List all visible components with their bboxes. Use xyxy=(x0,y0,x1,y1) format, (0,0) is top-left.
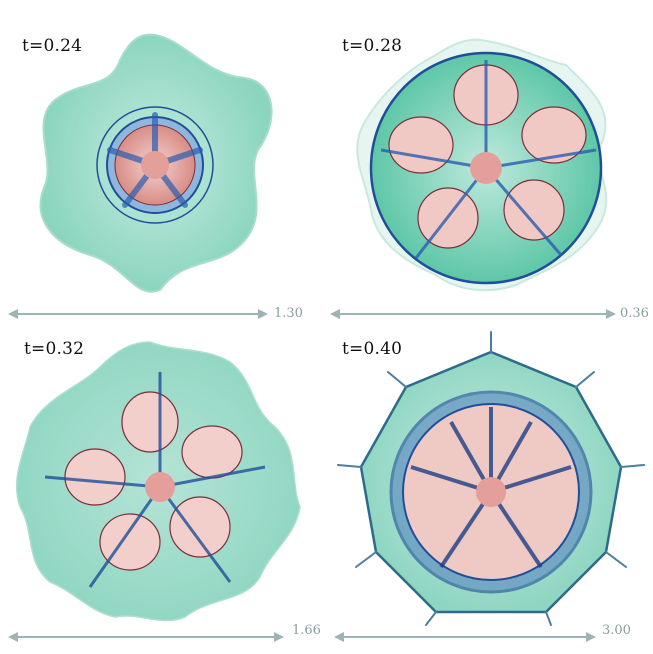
scale-bar: 1.30 xyxy=(8,306,308,322)
time-label: t=0.28 xyxy=(342,36,403,56)
simulation-image-t024 xyxy=(39,33,273,293)
scale-bar: 1.66 xyxy=(8,623,324,645)
scale-value: 1.30 xyxy=(274,306,303,321)
scale-bar: 0.36 xyxy=(330,306,649,322)
scale-value: 0.36 xyxy=(620,306,649,321)
panel-t032: t=0.32 1.66 xyxy=(0,327,326,654)
simulation-image-t028 xyxy=(356,38,608,292)
simulation-image-t040 xyxy=(337,331,645,626)
time-label: t=0.32 xyxy=(24,339,85,359)
double-arrow-icon xyxy=(330,309,616,319)
double-arrow-icon xyxy=(8,632,284,642)
scale-value: 1.66 xyxy=(292,623,321,638)
panel-t024: t=0.24 1.30 xyxy=(0,0,326,327)
scale-value: 3.00 xyxy=(602,623,631,638)
scale-bar: 3.00 xyxy=(334,623,650,645)
simulation-image-t032 xyxy=(15,341,301,622)
panel-t040: t=0.40 3.00 xyxy=(326,327,652,654)
double-arrow-icon xyxy=(334,632,596,642)
double-arrow-icon xyxy=(8,309,268,319)
time-label: t=0.40 xyxy=(342,339,403,359)
time-label: t=0.24 xyxy=(22,36,83,56)
panel-t028: t=0.28 0.36 xyxy=(326,0,652,327)
